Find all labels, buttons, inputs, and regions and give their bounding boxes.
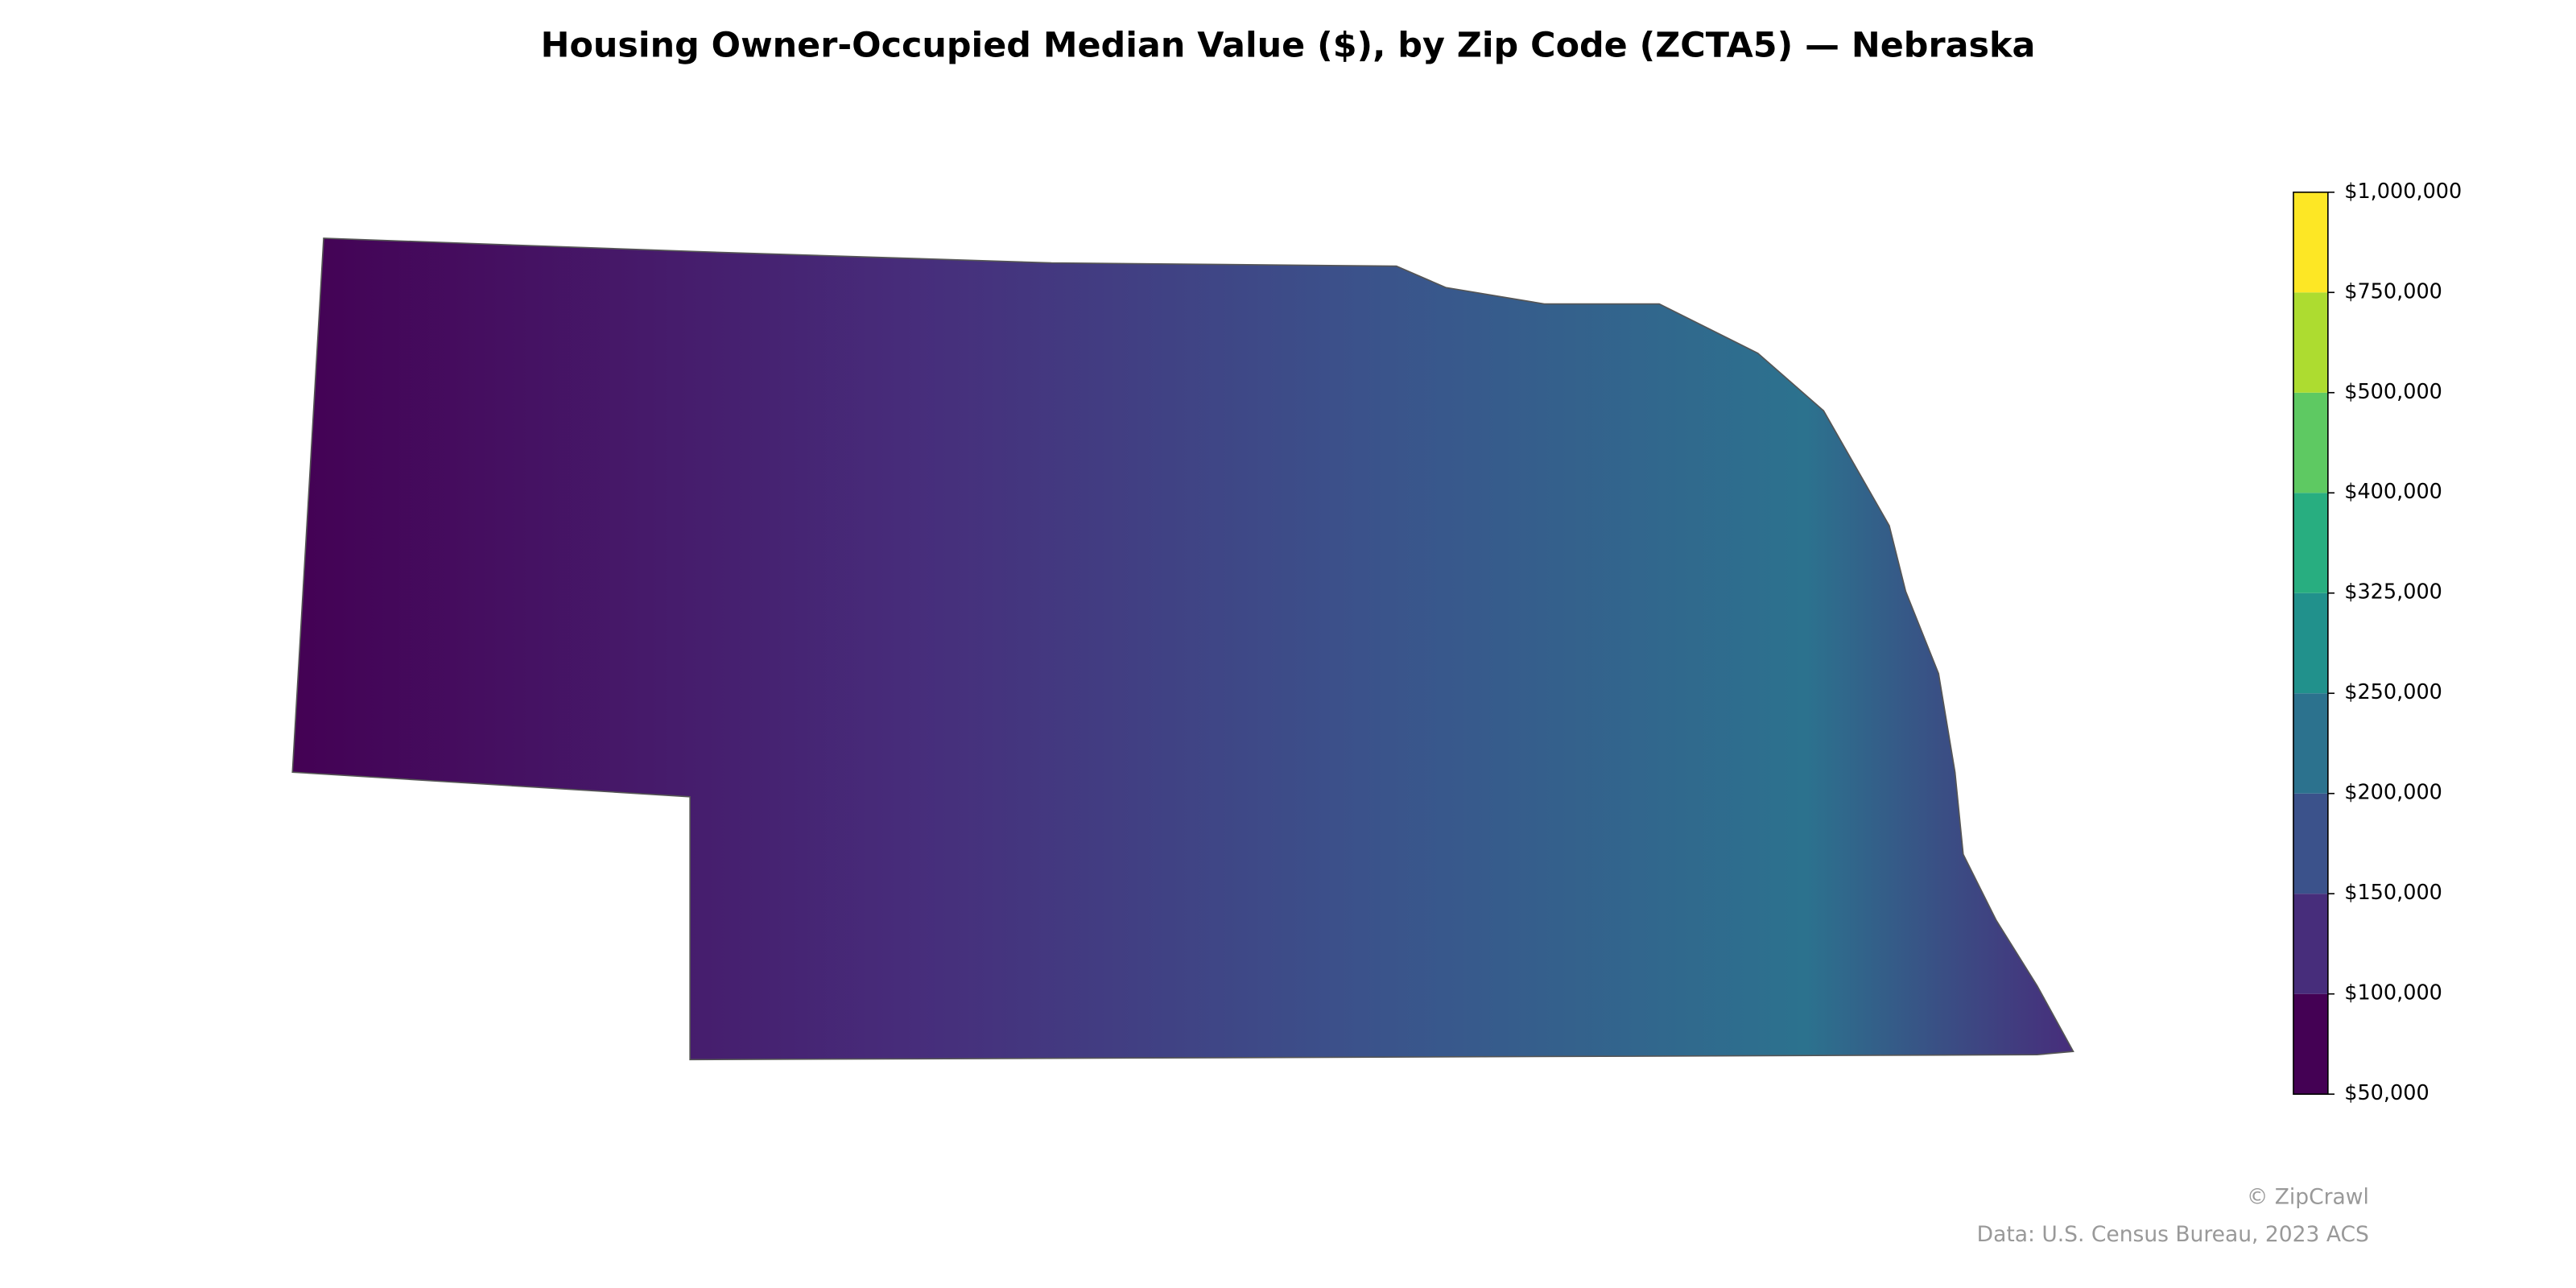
colorbar-tick-label: $200,000 [2344, 781, 2442, 805]
colorbar-bin [2293, 292, 2328, 393]
colorbar-bin [2293, 793, 2328, 894]
colorbar-bin [2293, 592, 2328, 694]
colorbar-tick-label: $400,000 [2344, 480, 2442, 504]
map-title: Housing Owner-Occupied Median Value ($),… [541, 26, 2036, 66]
colorbar-bin [2293, 894, 2328, 994]
colorbar-tick-label: $250,000 [2344, 680, 2442, 704]
colorbar-tick-label: $150,000 [2344, 881, 2442, 905]
colorbar-tick-label: $1,000,000 [2344, 180, 2462, 204]
colorbar-tick-label: $50,000 [2344, 1081, 2429, 1105]
colorbar-tick-label: $100,000 [2344, 981, 2442, 1005]
colorbar-frame [2293, 191, 2329, 1095]
colorbar-bin [2293, 493, 2328, 593]
colorbar-bin [2293, 993, 2328, 1095]
colorbar-bin [2293, 693, 2328, 794]
colorbar: $50,000 $100,000 $150,000 $200,000 $250,000 $… [2293, 180, 2462, 1105]
state-outline [291, 237, 2074, 1061]
colorbar-tick-label: $750,000 [2344, 279, 2442, 303]
colorbar-tick-label: $500,000 [2344, 380, 2442, 404]
source-note: Data: U.S. Census Bureau, 2023 ACS [1977, 1222, 2369, 1247]
colorbar-bin [2293, 192, 2328, 293]
colorbar-bin [2293, 392, 2328, 493]
colorbar-tick-label: $325,000 [2344, 580, 2442, 605]
credit: © ZipCrawl [2247, 1184, 2369, 1209]
